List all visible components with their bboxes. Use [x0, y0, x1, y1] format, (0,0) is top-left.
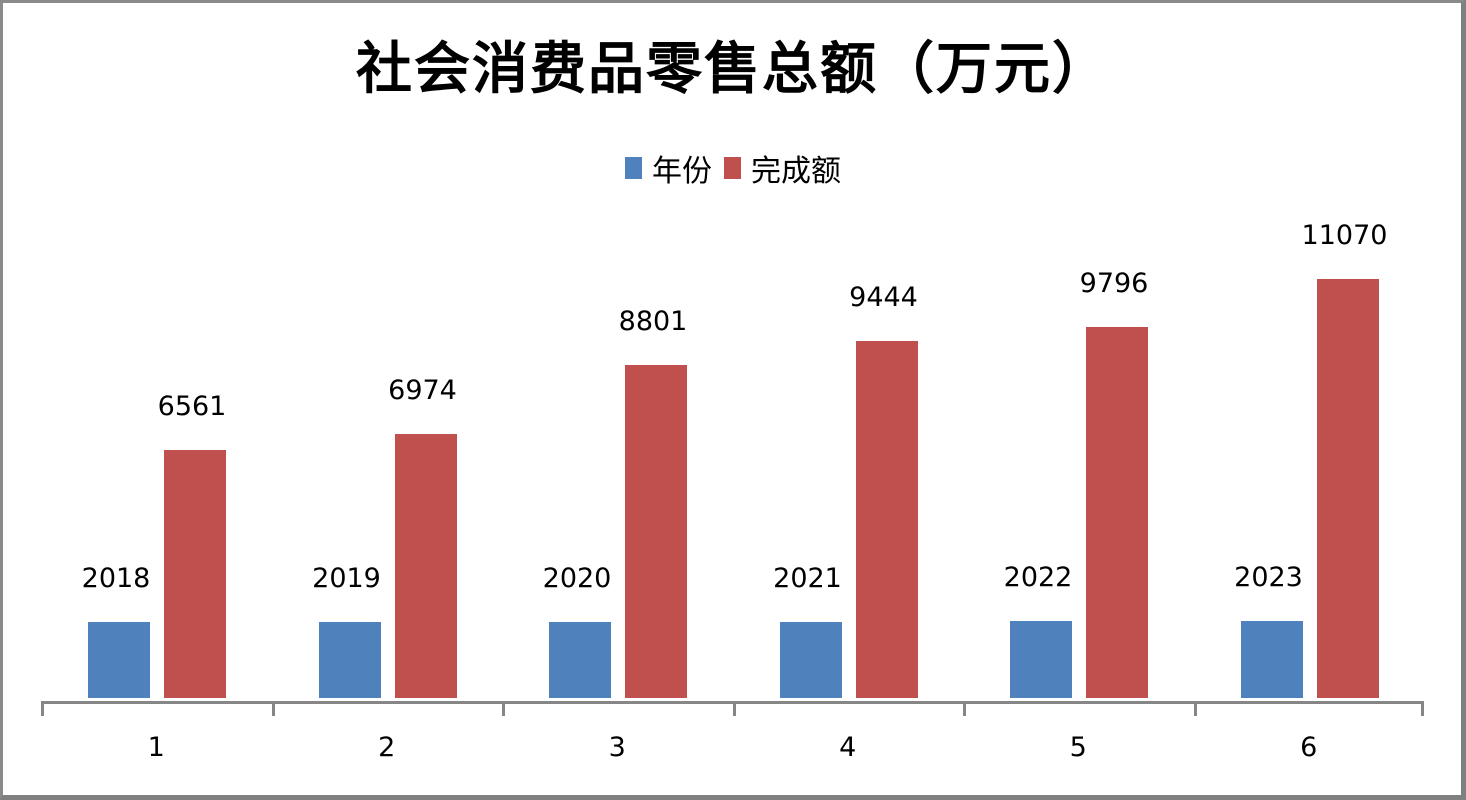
- legend-swatch-red-icon: [724, 157, 741, 179]
- x-axis-tick: [1193, 701, 1197, 716]
- bar-year: [1240, 621, 1303, 698]
- legend-item-amount: 完成额: [724, 146, 841, 190]
- bar-year: [88, 622, 150, 698]
- x-axis-tick: [41, 701, 44, 716]
- x-axis-tick: [1421, 701, 1424, 716]
- legend-item-year: 年份: [625, 146, 712, 190]
- legend-label-year: 年份: [652, 154, 712, 189]
- bar-year: [1010, 621, 1072, 698]
- x-tick-label: 2: [378, 732, 396, 763]
- data-label: 6974: [388, 375, 457, 406]
- legend-swatch-blue-icon: [625, 157, 642, 179]
- data-label: 2019: [312, 563, 381, 594]
- x-tick-label: 3: [608, 732, 626, 763]
- plot-area: 2018 6561 1 2019 6974 2 2020 8801 3 2021 9444 4 2022…: [41, 0, 1424, 800]
- chart-legend: 年份 完成额: [0, 146, 1466, 190]
- data-label: 2018: [81, 563, 151, 594]
- data-label: 9444: [849, 282, 918, 313]
- data-label: 11070: [1301, 220, 1388, 251]
- x-axis-tick: [502, 701, 505, 716]
- bar-amount: [164, 450, 226, 698]
- chart-title: 社会消费品零售总额（万元）: [356, 36, 1110, 102]
- bar-year: [318, 622, 381, 698]
- x-axis-tick: [732, 701, 736, 716]
- data-label: 2021: [773, 563, 842, 594]
- x-axis-tick: [963, 701, 966, 716]
- x-tick-label: 1: [147, 732, 165, 763]
- bar-amount: [1086, 327, 1148, 698]
- data-label: 8801: [618, 306, 688, 337]
- bar-amount: [625, 365, 687, 698]
- x-axis-tick: [271, 701, 275, 716]
- data-label: 2020: [542, 563, 612, 594]
- x-tick-label: 6: [1300, 732, 1318, 763]
- bar-amount: [855, 341, 918, 698]
- data-label: 2023: [1234, 562, 1303, 593]
- data-label: 2022: [1003, 562, 1073, 593]
- data-label: 6561: [157, 391, 227, 422]
- legend-label-amount: 完成额: [751, 154, 841, 189]
- x-tick-label: 4: [839, 732, 857, 763]
- bar-year: [779, 622, 842, 698]
- bar-amount: [394, 434, 457, 698]
- bar-amount: [1316, 279, 1379, 698]
- x-tick-label: 5: [1069, 732, 1087, 763]
- bar-year: [549, 622, 611, 698]
- data-label: 9796: [1079, 268, 1149, 299]
